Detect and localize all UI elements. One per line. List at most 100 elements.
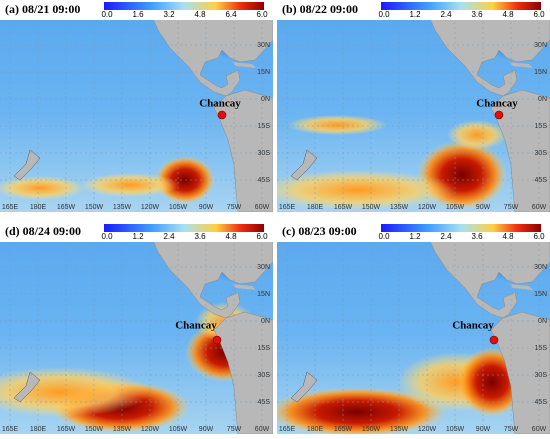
- lat-label: 0N: [261, 96, 270, 103]
- lon-label: 120W: [141, 204, 160, 211]
- lat-label: 45S: [535, 177, 548, 184]
- lon-label: 105W: [446, 426, 465, 433]
- lon-label: 105W: [446, 204, 465, 211]
- title-bg: [0, 222, 98, 242]
- lon-label: 135W: [390, 204, 409, 211]
- title-bg: [277, 0, 375, 20]
- colorbar-tick-label: 0.0: [378, 10, 390, 19]
- colorbar-tick-label: 6.0: [533, 232, 545, 241]
- lon-label: 135W: [390, 426, 409, 433]
- north-america: [426, 234, 550, 319]
- lat-label: 30S: [535, 150, 548, 157]
- location-label: Chancay: [452, 320, 494, 332]
- colorbar-tick-label: 1.2: [409, 10, 421, 19]
- lon-label: 75W: [504, 426, 519, 433]
- lon-label: 60W: [532, 426, 547, 433]
- title-bg: [277, 222, 375, 242]
- caribbean: [509, 284, 533, 290]
- lon-label: 60W: [532, 204, 547, 211]
- caribbean: [509, 62, 533, 68]
- lon-label: 165W: [57, 204, 76, 211]
- lat-label: 15N: [534, 69, 547, 76]
- lon-label: 135W: [113, 204, 132, 211]
- panel-title: (b) 08/22 09:00: [282, 2, 358, 16]
- map-area: [0, 234, 273, 434]
- location-label: Chancay: [476, 98, 518, 110]
- map-panel: 30N 15N 0N 15S 30S 45S 165E 180E 165W 150W 135W 120…: [0, 0, 273, 212]
- lat-label: 0N: [261, 318, 270, 325]
- lat-label: 30N: [257, 264, 270, 271]
- caribbean: [232, 284, 256, 290]
- lon-label: 150W: [362, 426, 381, 433]
- map-area: [277, 12, 550, 212]
- lon-label: 180E: [307, 204, 324, 211]
- lat-label: 0N: [538, 96, 547, 103]
- colorbar-tick-label: 1.2: [132, 232, 144, 241]
- lat-label: 15N: [257, 69, 270, 76]
- lat-label: 30S: [258, 150, 271, 157]
- north-america: [149, 12, 273, 97]
- lat-label: 15S: [535, 345, 548, 352]
- lon-label: 165E: [2, 426, 19, 433]
- wave-field: [277, 170, 457, 210]
- lat-label: 45S: [258, 177, 271, 184]
- wave-field: [277, 387, 447, 434]
- colorbar-tick-label: 4.8: [502, 10, 514, 19]
- lon-label: 165W: [334, 204, 353, 211]
- colorbar: [381, 2, 541, 10]
- lon-label: 150W: [362, 204, 381, 211]
- colorbar-tick-label: 6.0: [256, 232, 268, 241]
- lon-label: 75W: [504, 204, 519, 211]
- colorbar: [104, 2, 264, 10]
- lon-label: 165W: [57, 426, 76, 433]
- lon-label: 60W: [255, 204, 270, 211]
- lat-label: 15S: [258, 345, 271, 352]
- north-america: [426, 12, 550, 97]
- panel-title: (c) 08/23 09:00: [282, 224, 357, 238]
- map-panel: 30N 15N 0N 15S 30S 45S 165E 180E 165W 150W 135W 120…: [0, 222, 273, 434]
- lat-label: 30S: [258, 372, 271, 379]
- lon-label: 150W: [85, 426, 104, 433]
- colorbar-tick-label: 6.4: [225, 10, 237, 19]
- map-area: [277, 234, 550, 434]
- location-marker: [494, 110, 504, 120]
- colorbar-tick-label: 3.6: [471, 232, 483, 241]
- lat-label: 45S: [535, 399, 548, 406]
- panel-title: (a) 08/21 09:00: [5, 2, 80, 16]
- lat-label: 0N: [538, 318, 547, 325]
- title-bg: [0, 0, 98, 20]
- lon-label: 90W: [476, 426, 491, 433]
- lon-label: 120W: [141, 426, 160, 433]
- lon-label: 120W: [418, 204, 437, 211]
- lon-label: 105W: [169, 426, 188, 433]
- lon-label: 165W: [334, 426, 353, 433]
- wave-field: [80, 173, 180, 197]
- colorbar-tick-label: 0.0: [378, 232, 390, 241]
- colorbar-tick-label: 3.2: [163, 10, 175, 19]
- map-panel: 30N 15N 0N 15S 30S 45S 165E 180E 165W 150W 135W 120…: [277, 222, 550, 434]
- lon-label: 75W: [227, 204, 242, 211]
- location-marker: [489, 335, 499, 345]
- colorbar-tick-label: 2.4: [163, 232, 175, 241]
- colorbar-tick-label: 6.0: [256, 10, 268, 19]
- colorbar-tick-label: 3.6: [471, 10, 483, 19]
- lon-label: 180E: [307, 426, 324, 433]
- colorbar-tick-label: 6.0: [533, 10, 545, 19]
- colorbar-tick-label: 1.2: [409, 232, 421, 241]
- lon-label: 180E: [30, 426, 47, 433]
- north-america: [149, 234, 273, 319]
- caribbean: [232, 62, 256, 68]
- map-area: [0, 12, 273, 212]
- location-label: Chancay: [175, 320, 217, 332]
- colorbar-tick-label: 0.0: [101, 10, 113, 19]
- lon-label: 150W: [85, 204, 104, 211]
- colorbar-tick-label: 2.4: [440, 10, 452, 19]
- lon-label: 120W: [418, 426, 437, 433]
- colorbar-tick-label: 0.0: [101, 232, 113, 241]
- lon-label: 90W: [199, 204, 214, 211]
- location-marker: [217, 110, 227, 120]
- wave-field: [447, 120, 507, 150]
- colorbar-tick-label: 2.4: [440, 232, 452, 241]
- lat-label: 30N: [534, 42, 547, 49]
